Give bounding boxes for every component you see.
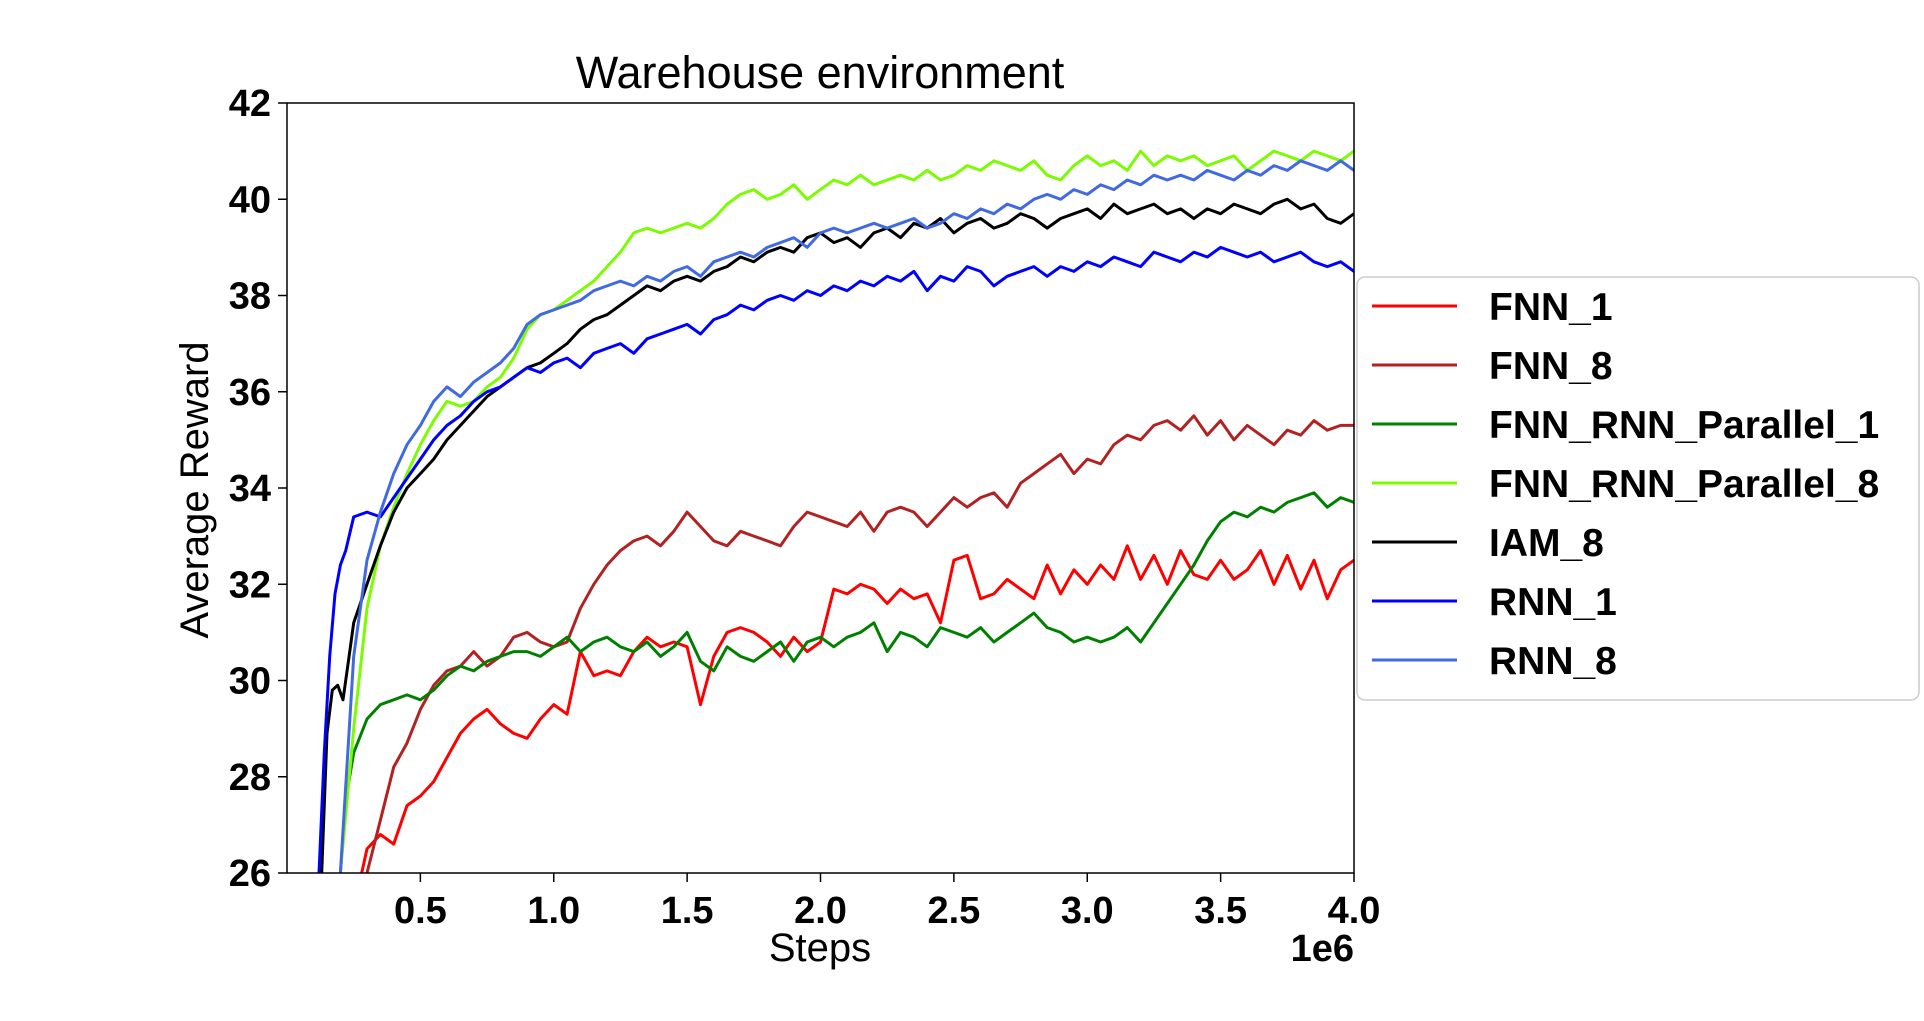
x-axis-offset-label: 1e6: [1291, 928, 1354, 970]
x-tick-label: 2.0: [794, 890, 847, 932]
y-tick-label: 32: [229, 564, 271, 606]
series-group: [317, 149, 1354, 873]
y-tick-label: 28: [229, 757, 271, 799]
y-tick-label: 30: [229, 661, 271, 703]
legend-items: FNN_1 FNN_8 FNN_RNN_Parallel_1 FNN_RNN_Para…: [1372, 286, 1879, 683]
chart-title: Warehouse environment: [576, 47, 1065, 98]
legend-label: FNN_RNN_Parallel_8: [1489, 463, 1879, 506]
y-tick-label: 40: [229, 179, 271, 221]
series-line-1: [360, 544, 1354, 873]
x-tick-label: 1.5: [661, 890, 714, 932]
series-line-2: [365, 414, 1354, 873]
legend-box: [1356, 276, 1920, 701]
legend-label: IAM_8: [1489, 522, 1604, 565]
x-tick-label: 2.5: [927, 890, 980, 932]
series-line-4: [338, 149, 1354, 873]
x-axis-ticks: 0.5 1.0 1.5 2.0 2.5 3.0 3.5 4.0: [394, 873, 1380, 932]
y-tick-label: 34: [229, 468, 271, 510]
y-tick-label: 38: [229, 276, 271, 318]
legend: FNN_1 FNN_8 FNN_RNN_Parallel_1 FNN_RNN_Para…: [1356, 276, 1920, 701]
series-line-5: [320, 197, 1354, 873]
series-line-6: [317, 245, 1354, 873]
x-axis-label: Steps: [769, 926, 871, 970]
x-tick-label: 3.5: [1194, 890, 1247, 932]
legend-label: FNN_1: [1489, 286, 1613, 329]
legend-label: FNN_8: [1489, 345, 1613, 388]
x-tick-label: 3.0: [1061, 890, 1114, 932]
y-tick-label: 36: [229, 372, 271, 414]
x-tick-label: 4.0: [1328, 890, 1381, 932]
legend-label: RNN_1: [1489, 581, 1617, 624]
y-axis-label: Average Reward: [173, 341, 217, 638]
series-line-7: [338, 159, 1354, 873]
x-tick-label: 1.0: [527, 890, 580, 932]
x-tick-label: 0.5: [394, 890, 447, 932]
legend-label: RNN_8: [1489, 640, 1617, 683]
y-tick-label: 26: [229, 853, 271, 895]
series-line-3: [338, 491, 1354, 873]
y-tick-label: 42: [229, 83, 271, 125]
y-axis-ticks: 26 28 30 32 34 36 38 40 42: [229, 83, 287, 895]
legend-label: FNN_RNN_Parallel_1: [1489, 404, 1879, 447]
